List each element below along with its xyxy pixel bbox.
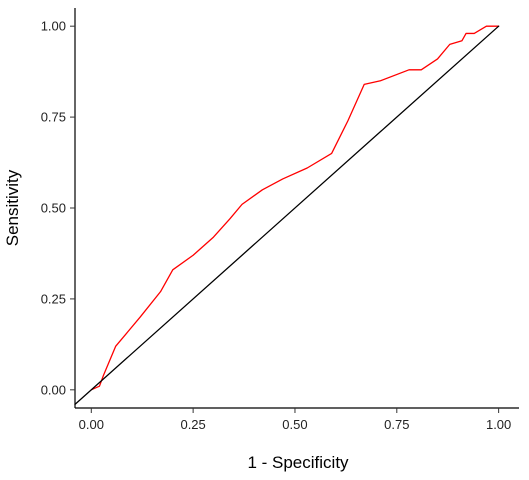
x-tick-label: 1.00 xyxy=(486,417,511,432)
x-tick-label: 0.75 xyxy=(384,417,409,432)
y-tick-label: 1.00 xyxy=(41,19,66,34)
series-layer xyxy=(74,25,500,406)
x-axis-title: 1 - Specificity xyxy=(247,453,349,472)
y-tick-label: 0.00 xyxy=(41,382,66,397)
y-tick-label: 0.25 xyxy=(41,291,66,306)
reference-diagonal-line xyxy=(74,25,500,406)
y-axis-title: Sensitivity xyxy=(3,169,22,246)
x-tick-label: 0.00 xyxy=(79,417,104,432)
y-tick-label: 0.75 xyxy=(41,110,66,125)
x-tick-label: 0.50 xyxy=(282,417,307,432)
y-tick-label: 0.50 xyxy=(41,201,66,216)
tick-layer: 0.00 0.25 0.50 0.75 1.00 0.00 0.25 0.50 0.75 1.00 xyxy=(41,19,512,432)
x-tick-label: 0.25 xyxy=(180,417,205,432)
roc-curve-line xyxy=(90,25,500,391)
